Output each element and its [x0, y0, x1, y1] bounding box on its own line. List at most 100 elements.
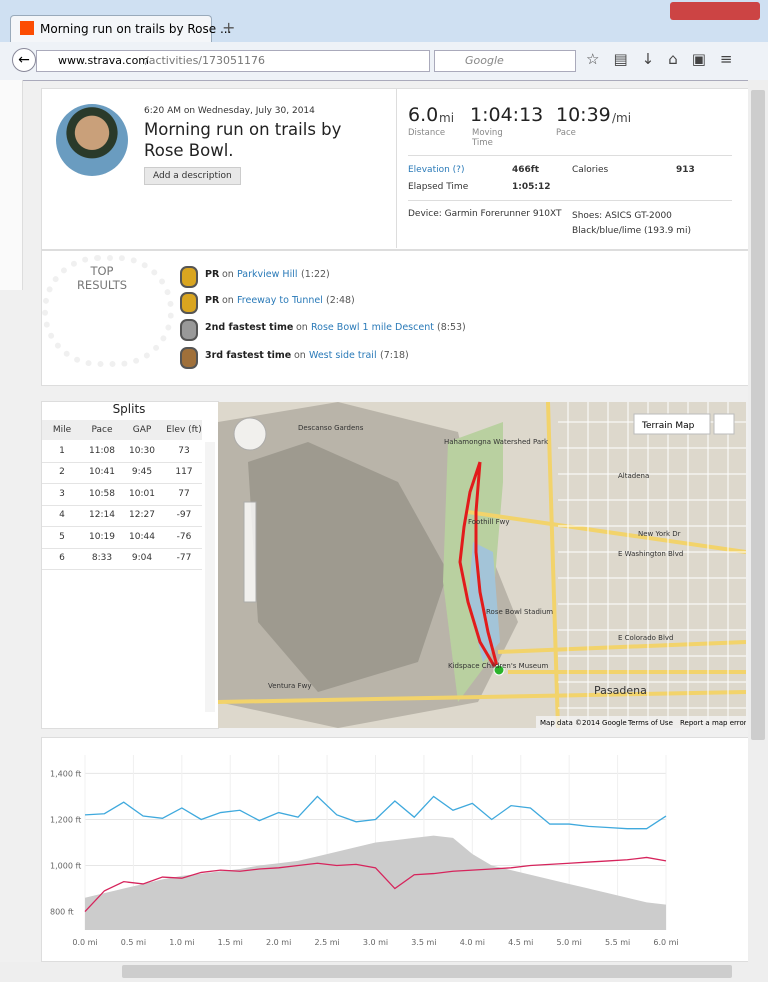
map-label: Rose Bowl Stadium: [486, 608, 553, 616]
medal: [180, 319, 198, 341]
row-divider: [42, 569, 202, 570]
row-divider: [42, 526, 202, 528]
series-line: [84, 795, 667, 830]
road: [467, 510, 746, 554]
splits-cell: 10:19: [89, 531, 115, 542]
window-controls[interactable]: [670, 2, 760, 20]
fullscreen-button: [713, 413, 735, 435]
splits-cell: 9:45: [131, 467, 153, 478]
search-placeholder: Google: [465, 54, 504, 67]
map-label: Kidspace Children's Museum: [448, 662, 549, 670]
start-marker: [493, 664, 505, 676]
x-tick-label: 0.0 mi: [72, 938, 97, 947]
splits-title: Splits: [112, 402, 146, 416]
map-terms: Terms of Use: [627, 719, 673, 727]
medal: [180, 292, 198, 314]
row-divider: [42, 462, 202, 463]
x-tick-label: 2.0 mi: [266, 938, 291, 947]
medal: [180, 347, 198, 369]
stat-unit: /mi: [612, 111, 632, 125]
top-results-heading: TOP RESULTS: [76, 264, 128, 292]
row-divider: [42, 483, 202, 485]
splits-header: [42, 420, 202, 440]
avatar[interactable]: [56, 104, 128, 176]
new-tab[interactable]: +: [222, 18, 236, 37]
x-tick-label: 5.0 mi: [557, 938, 582, 947]
x-tick-label: 4.0 mi: [460, 938, 485, 947]
url-host: www.strava.com: [58, 54, 150, 67]
splits-column-header: Mile: [52, 425, 72, 435]
favicon: [20, 21, 34, 35]
terrain: [248, 442, 448, 692]
splits-cell: -97: [176, 510, 192, 521]
map-label: Descanso Gardens: [298, 424, 364, 432]
divider: [408, 200, 732, 201]
splits-cell: 5: [59, 531, 65, 542]
splits-column-header: GAP: [132, 425, 152, 435]
splits-scrollbar[interactable]: [205, 442, 215, 712]
result-segment[interactable]: Rose Bowl 1 mile Descent: [311, 322, 434, 333]
map-label: Hahamongna Watershed Park: [444, 438, 549, 446]
stat-label: Distance: [408, 128, 446, 138]
elevation-area: [85, 835, 666, 930]
y-tick-label: 1,200 ft: [50, 815, 81, 824]
map-label: Pasadena: [594, 684, 647, 697]
toolbar-icons[interactable]: ☆▤↓⌂▣≡: [586, 50, 747, 68]
stat-label: Pace: [556, 128, 576, 138]
splits-cell: 10:30: [129, 446, 155, 456]
elevation: 466ft: [512, 165, 540, 175]
splits-cell: 10:44: [129, 531, 155, 542]
result-time: (7:18): [380, 350, 409, 361]
splits-cell: 2: [59, 467, 65, 478]
result-segment[interactable]: Parkview Hill: [237, 269, 298, 280]
result-segment[interactable]: West side trail: [309, 350, 377, 361]
result-rank: PR: [205, 269, 220, 280]
result-time: (8:53): [437, 322, 466, 333]
activity-title: Morning run on trails by Rose Bowl.: [144, 120, 342, 160]
splits-cell: 9:04: [131, 553, 153, 563]
map-attribution: Map data ©2014 Google: [540, 719, 627, 727]
splits-cell: 3: [59, 488, 65, 499]
pan-control: [233, 417, 267, 451]
calories: 913: [676, 165, 695, 175]
row-divider: [42, 547, 202, 549]
url-bar[interactable]: [36, 50, 430, 72]
x-tick-label: 1.5 mi: [218, 938, 243, 947]
route: [458, 461, 500, 671]
shoes: Shoes: ASICS GT-2000 Black/blue/lime (19…: [572, 211, 691, 236]
stat-label: Moving Time: [472, 128, 503, 148]
scroll-thumb[interactable]: [122, 965, 732, 978]
row-divider: [42, 504, 202, 506]
x-tick-label: 3.5 mi: [411, 938, 436, 947]
x-tick-label: 1.0 mi: [169, 938, 194, 947]
map-label: New York Dr: [638, 530, 681, 538]
search-box[interactable]: [434, 50, 576, 72]
splits-cell: 77: [178, 488, 190, 499]
terrain-button-bg: [633, 413, 711, 435]
result-on: on: [296, 322, 308, 333]
result-segment[interactable]: Freeway to Tunnel: [237, 295, 323, 306]
add-description-button[interactable]: Add a description: [144, 167, 241, 185]
map[interactable]: Terrain Map Map data ©2014 Google Terms of…: [218, 402, 746, 728]
elapsed-label: Elapsed Time: [408, 182, 469, 192]
tab[interactable]: [10, 15, 212, 43]
result-on: on: [222, 269, 234, 280]
result-on: on: [222, 295, 234, 306]
x-tick-label: 2.5 mi: [314, 938, 339, 947]
stat-value: 6.0: [408, 104, 439, 126]
divider: [408, 155, 732, 156]
road: [497, 640, 746, 654]
tab-title: Morning run on trails by Rose ...: [40, 22, 232, 36]
splits-panel: [41, 401, 219, 729]
splits-cell: -76: [176, 531, 192, 542]
stat-value: 10:39: [556, 104, 611, 126]
back-button[interactable]: ←: [12, 48, 36, 72]
scroll-thumb[interactable]: [751, 90, 765, 740]
series-line: [84, 856, 667, 913]
x-tick-label: 6.0 mi: [653, 938, 678, 947]
terrain-button[interactable]: Terrain Map: [641, 421, 695, 431]
splits-cell: 73: [178, 446, 190, 456]
elevation-label[interactable]: Elevation (?): [408, 165, 465, 175]
activity-time: 6:20 AM on Wednesday, July 30, 2014: [144, 106, 315, 116]
